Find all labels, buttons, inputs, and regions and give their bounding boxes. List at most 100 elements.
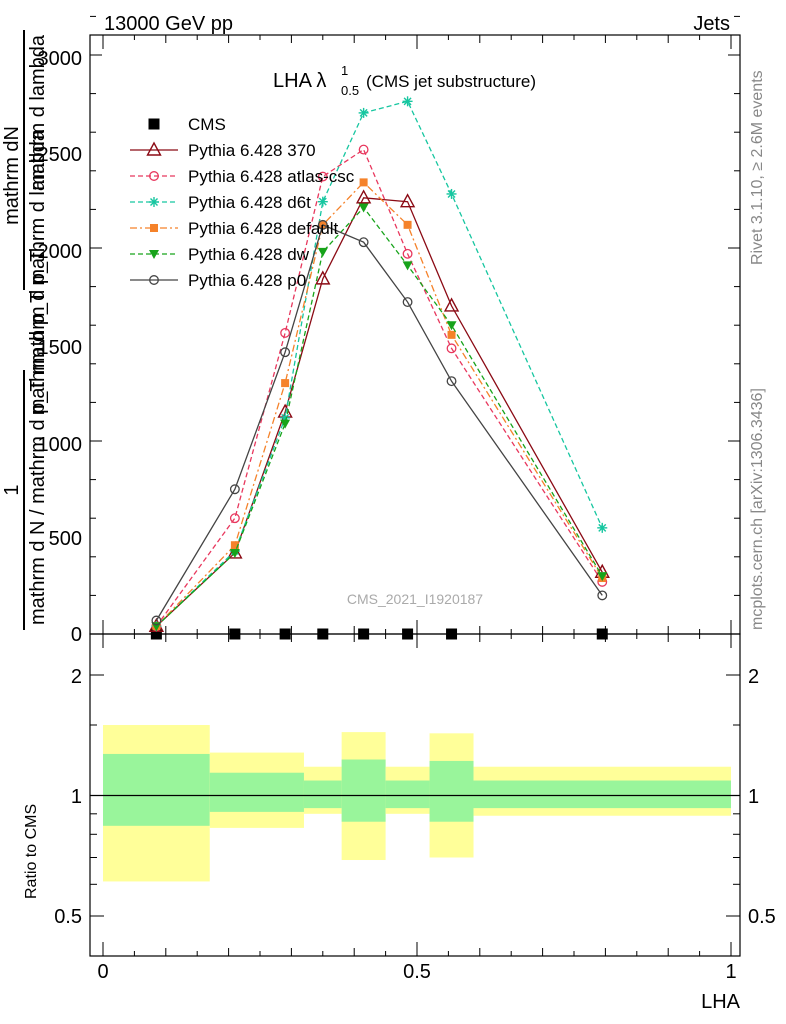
x-axis-label: LHA: [701, 991, 741, 1013]
x-tick-0: 0: [97, 961, 108, 983]
ylabel-lambda: mathrm d lambda: [27, 34, 49, 190]
series-layer: [148, 96, 610, 640]
ratio-band-inner: [385, 780, 430, 809]
legend-label: Pythia 6.428 p0: [188, 271, 306, 290]
data-point: [317, 247, 328, 257]
legend-label: Pythia 6.428 d6t: [188, 193, 311, 212]
cms-data-point: [596, 628, 608, 640]
data-point: [358, 144, 369, 155]
legend-marker: [146, 141, 162, 156]
ratio-band-inner: [303, 780, 342, 809]
ratio-band-inner: [209, 772, 304, 812]
ratio-tick-2-left: 2: [71, 666, 82, 688]
y-tick-500: 500: [49, 528, 82, 550]
legend-item: Pythia 6.428 p0: [130, 271, 306, 290]
data-point: [597, 522, 608, 533]
ylabel-numer: mathrm dN: [1, 126, 23, 225]
data-point: [446, 376, 457, 387]
ratio-tick-1-left: 1: [71, 786, 82, 808]
ylabel-denom: mathrm d N / mathrm d p_T mathrm d p_T: [27, 250, 49, 625]
data-point: [230, 541, 239, 550]
data-point: [447, 330, 456, 339]
ratio-uncertainty-bands: [103, 725, 731, 882]
title-suffix: (CMS jet substructure): [366, 72, 536, 91]
data-point: [402, 261, 413, 271]
legend-marker: [149, 171, 159, 181]
legend-marker: [149, 250, 159, 259]
ratio-band-inner: [473, 780, 731, 809]
ratio-tick-0.5-left: 0.5: [54, 906, 82, 928]
cms-data-point: [317, 628, 329, 640]
cms-data-point: [279, 628, 291, 640]
axis-ticks: [90, 15, 740, 956]
main-ylabel: mathrm d lambda mathrm dN mathrm d p_T m…: [1, 30, 49, 630]
star-stroke: [403, 97, 412, 106]
plot-title: LHA λ 1 0.5 (CMS jet substructure): [273, 63, 536, 98]
data-point: [317, 219, 328, 230]
data-point: [358, 107, 369, 118]
data-point: [446, 188, 457, 199]
legend-label: CMS: [188, 115, 226, 134]
y-tick-2500: 2500: [38, 144, 83, 166]
data-point: [446, 321, 457, 331]
legend: CMS Pythia 6.428 370 Pythia 6.428 atlas-cs…: [130, 115, 355, 290]
title-sup: 1: [341, 63, 348, 78]
ratio-band-inner: [429, 760, 474, 822]
data-point: [403, 220, 412, 229]
series-pythia-6-428-p0: [151, 219, 608, 626]
legend-marker: [150, 224, 158, 232]
ratio-tick-2-right: 2: [748, 666, 759, 688]
ylabel-one: 1: [1, 484, 23, 495]
energy-label: 13000 GeV pp: [104, 13, 233, 35]
title-text: LHA λ: [273, 70, 326, 92]
star-stroke: [359, 108, 368, 117]
data-point: [402, 248, 413, 259]
ylabel-pt-numer: mathrm d p_T mathrm d lambda: [27, 129, 49, 415]
data-point: [399, 193, 416, 208]
legend-item: Pythia 6.428 atlas-csc: [130, 167, 355, 186]
legend-item: Pythia 6.428 370: [130, 141, 316, 160]
data-point: [402, 297, 413, 307]
legend-item: Pythia 6.428 d6t: [130, 193, 311, 212]
cms-data-point: [229, 628, 241, 640]
cms-data-point: [446, 628, 458, 640]
data-point: [402, 96, 413, 107]
data-point: [358, 203, 369, 213]
y-tick-0: 0: [71, 624, 82, 646]
data-point: [597, 572, 608, 582]
ratio-tick-1-right: 1: [748, 786, 759, 808]
data-point: [446, 343, 457, 354]
data-point: [280, 347, 291, 358]
data-point: [315, 270, 331, 285]
data-point: [317, 171, 328, 182]
data-point: [317, 196, 328, 207]
cms-data-point: [150, 628, 162, 640]
ratio-tick-0.5-right: 0.5: [748, 906, 776, 928]
ratio-band-inner: [103, 753, 210, 826]
y-tick-2000: 2000: [38, 241, 83, 263]
legend-item: Pythia 6.428 default: [130, 219, 339, 238]
series-line: [155, 100, 603, 627]
star-stroke: [150, 198, 158, 206]
legend-marker: [148, 118, 160, 130]
data-point: [229, 513, 240, 524]
data-point: [597, 590, 608, 601]
analysis-watermark: CMS_2021_I1920187: [347, 591, 483, 607]
y-tick-1500: 1500: [38, 337, 83, 359]
data-point: [355, 189, 372, 204]
data-point: [359, 178, 368, 187]
data-point: [443, 297, 460, 312]
x-tick-labels: 0 0.5 1: [97, 961, 736, 983]
legend-label: Pythia 6.428 atlas-csc: [188, 167, 355, 186]
cms-data-point: [358, 628, 370, 640]
data-point: [280, 327, 291, 338]
legend-marker: [149, 275, 159, 285]
ratio-band-inner: [341, 759, 386, 822]
legend-item: CMS: [148, 115, 226, 134]
title-sub: 0.5: [341, 83, 359, 98]
legend-item: Pythia 6.428 dw: [130, 245, 310, 264]
star-stroke: [598, 523, 607, 532]
series-line: [155, 223, 603, 621]
data-point: [151, 615, 162, 626]
